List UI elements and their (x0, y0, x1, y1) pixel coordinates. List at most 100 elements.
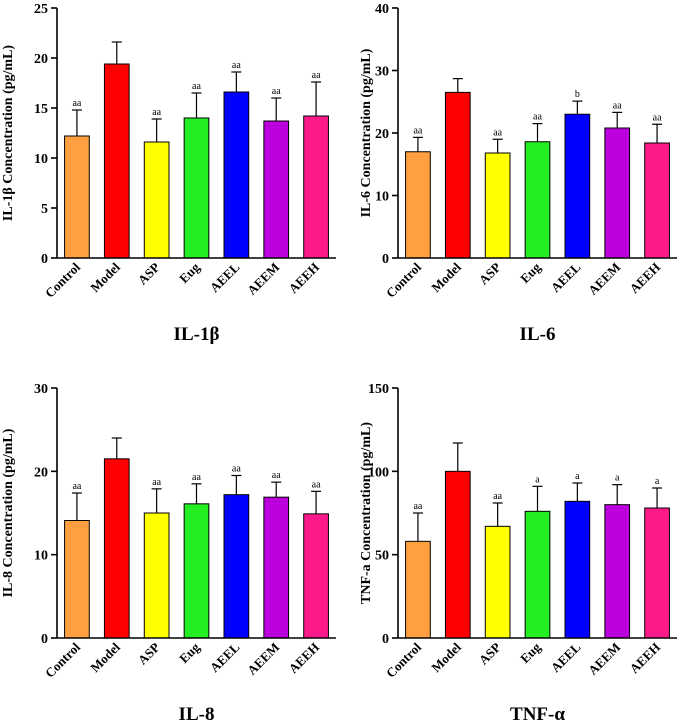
category-label-control: Control (42, 639, 83, 680)
bar-aeem (604, 127, 631, 259)
y-tick-label: 15 (34, 102, 48, 117)
sig-label-control: aa (413, 125, 422, 136)
sig-label-aeel: a (575, 471, 580, 482)
chart-title: TNF-α (510, 704, 565, 725)
sig-label-eug: aa (192, 81, 201, 92)
y-tick-label: 0 (41, 252, 48, 267)
chart-il-1b: aa Control Model aa ASP aa Eug aa AEEL aa AEEM aa AE… (1, 2, 336, 345)
category-label-control: Control (42, 259, 83, 300)
category-label-asp: ASP (135, 259, 163, 287)
category-label-model: Model (428, 639, 464, 675)
sig-label-eug: aa (533, 112, 542, 123)
y-tick-label: 150 (368, 382, 389, 397)
category-label-control: Control (383, 639, 424, 680)
chart-title: IL-1β (174, 324, 220, 345)
sig-label-asp: aa (152, 477, 161, 488)
y-tick-label: 0 (382, 252, 389, 267)
bar-control (405, 540, 431, 639)
category-label-model: Model (428, 259, 464, 295)
bar-aeel (564, 113, 591, 259)
sig-label-aeeh: aa (312, 479, 321, 490)
chart-il-8: aa Control Model aa ASP aa Eug aa AEEL aa AEEM aa AE… (1, 382, 336, 725)
sig-label-aeeh: aa (653, 112, 662, 123)
category-label-model: Model (87, 259, 123, 295)
category-label-aeem: AEEM (585, 260, 623, 298)
sig-label-eug: a (535, 474, 540, 485)
bar-control (64, 135, 90, 259)
y-tick-label: 0 (382, 632, 389, 647)
sig-label-control: aa (72, 481, 81, 492)
y-tick-label: 10 (34, 549, 48, 564)
bar-eug (183, 503, 210, 639)
category-label-aeeh: AEEH (627, 260, 664, 297)
y-tick-label: 50 (375, 549, 389, 564)
y-tick-label: 40 (375, 2, 389, 17)
category-label-eug: Eug (517, 639, 544, 666)
bar-aeel (223, 494, 250, 639)
category-label-eug: Eug (517, 259, 544, 286)
y-tick-label: 20 (34, 52, 48, 67)
category-label-aeem: AEEM (244, 640, 282, 678)
sig-label-aeel: aa (232, 464, 241, 475)
bar-aeeh (303, 115, 329, 259)
category-label-aeem: AEEM (585, 640, 623, 678)
bar-control (405, 151, 431, 259)
category-label-aeel: AEEL (207, 259, 243, 295)
y-tick-label: 20 (375, 127, 389, 142)
bar-eug (183, 117, 210, 259)
category-label-asp: ASP (135, 639, 163, 667)
y-tick-label: 10 (34, 152, 48, 167)
bar-aeel (564, 500, 591, 639)
sig-label-aeel: b (575, 89, 580, 100)
sig-label-aeem: aa (272, 470, 281, 481)
category-label-aeel: AEEL (207, 639, 243, 675)
y-tick-label: 10 (375, 190, 389, 205)
bar-asp (143, 141, 170, 259)
y-axis-label: TNF-a Concentration (pg/mL) (359, 422, 374, 604)
category-label-eug: Eug (176, 639, 203, 666)
category-label-asp: ASP (476, 259, 504, 287)
y-axis-label: IL-6 Concentration (pg/mL) (359, 48, 374, 217)
sig-label-eug: aa (192, 472, 201, 483)
category-label-aeel: AEEL (548, 259, 584, 295)
bar-model (103, 458, 130, 639)
sig-label-aeem: aa (613, 100, 622, 111)
chart-title: IL-8 (179, 704, 215, 725)
y-tick-label: 30 (34, 382, 48, 397)
bar-aeeh (644, 507, 670, 639)
category-label-asp: ASP (476, 639, 504, 667)
y-tick-label: 20 (34, 465, 48, 480)
bar-aeel (223, 91, 250, 259)
bar-aeem (263, 120, 290, 259)
category-label-aeeh: AEEH (286, 260, 323, 297)
y-axis-label: IL-1β Concentration (pg/mL) (1, 45, 16, 221)
sig-label-asp: aa (493, 127, 502, 138)
sig-label-aeel: aa (232, 60, 241, 71)
category-label-aeem: AEEM (244, 260, 282, 298)
bar-model (444, 91, 471, 259)
category-label-aeeh: AEEH (627, 640, 664, 677)
sig-label-control: aa (413, 501, 422, 512)
chart-tnf-a: aa Control Model aa ASP a Eug a AEEL a AEEM a AEEH 0 5… (359, 382, 677, 725)
bar-aeeh (303, 513, 329, 639)
category-label-control: Control (383, 259, 424, 300)
bar-aeem (604, 504, 631, 639)
y-axis-label: IL-8 Concentration (pg/mL) (1, 428, 16, 597)
category-label-aeeh: AEEH (286, 640, 323, 677)
chart-title: IL-6 (520, 324, 556, 345)
bar-model (103, 63, 130, 259)
y-tick-label: 25 (34, 2, 48, 17)
bar-control (64, 520, 90, 639)
sig-label-aeeh: aa (312, 70, 321, 81)
sig-label-aeem: aa (272, 86, 281, 97)
sig-label-asp: aa (152, 107, 161, 118)
bar-aeeh (644, 142, 670, 259)
y-tick-label: 0 (41, 632, 48, 647)
category-label-model: Model (87, 639, 123, 675)
sig-label-aeem: a (615, 473, 620, 484)
y-tick-label: 100 (368, 465, 389, 480)
bar-eug (524, 141, 551, 259)
sig-label-aeeh: a (655, 476, 660, 487)
sig-label-asp: aa (493, 491, 502, 502)
